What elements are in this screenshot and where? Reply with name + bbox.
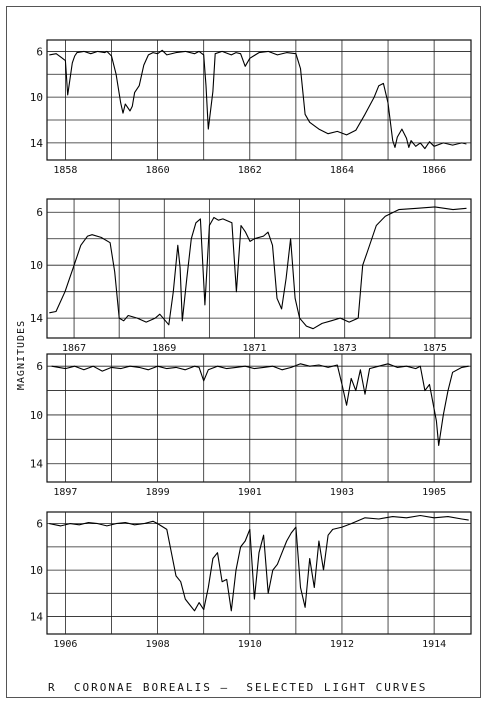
panel-4-ytick-label: 14 <box>30 611 44 624</box>
panel-2-xtick-label: 1871 <box>242 343 266 354</box>
panel-4-xtick-label: 1910 <box>238 639 262 650</box>
panel-1-xtick-label: 1858 <box>53 165 77 176</box>
panel-3-ytick-label: 10 <box>30 409 43 422</box>
panel-2-ytick-label: 14 <box>30 312 44 325</box>
figure-caption: R CORONAE BOREALIS — SELECTED LIGHT CURV… <box>48 681 428 694</box>
panel-3-ytick-label: 6 <box>36 360 43 373</box>
panel-3-xtick-label: 1899 <box>146 487 170 498</box>
panel-2-ytick-label: 10 <box>30 259 43 272</box>
panel-4-ytick-label: 10 <box>30 564 43 577</box>
panel-1-frame <box>46 39 472 161</box>
figure-frame <box>6 6 481 698</box>
panel-4-ytick-label: 6 <box>36 518 43 531</box>
panel-3-xtick-label: 1897 <box>53 487 77 498</box>
panel-1-xtick-label: 1860 <box>146 165 170 176</box>
panel-4-xtick-label: 1906 <box>53 639 77 650</box>
panel-3-xtick-label: 1905 <box>422 487 446 498</box>
panel-3-frame <box>46 353 472 483</box>
y-axis-title: MAGNITUDES <box>16 320 27 390</box>
panel-1-xtick-label: 1862 <box>238 165 262 176</box>
panel-4-xtick-label: 1912 <box>330 639 354 650</box>
panel-1-ytick-label: 14 <box>30 137 44 150</box>
panel-1-xtick-label: 1866 <box>422 165 446 176</box>
panel-1-light-curve <box>49 49 467 150</box>
panel-2-xtick-label: 1875 <box>423 343 447 354</box>
panel-2-light-curve <box>49 206 467 330</box>
panel-1-ytick-label: 10 <box>30 91 43 104</box>
panel-3-xtick-label: 1901 <box>238 487 262 498</box>
panel-1-ytick-label: 6 <box>36 45 43 58</box>
panel-4-xtick-label: 1914 <box>422 639 446 650</box>
panel-3-ytick-label: 14 <box>30 458 44 471</box>
panel-2-frame <box>46 198 472 339</box>
panel-1-xtick-label: 1864 <box>330 165 354 176</box>
panel-2-xtick-label: 1873 <box>333 343 357 354</box>
panel-4-xtick-label: 1908 <box>146 639 170 650</box>
panel-2-xtick-label: 1869 <box>152 343 176 354</box>
panel-3-xtick-label: 1903 <box>330 487 354 498</box>
panel-3-light-curve <box>51 363 469 446</box>
panel-4-light-curve <box>49 514 469 612</box>
panel-2-ytick-label: 6 <box>36 206 43 219</box>
panel-4-frame <box>46 511 472 635</box>
panel-2-xtick-label: 1867 <box>62 343 86 354</box>
